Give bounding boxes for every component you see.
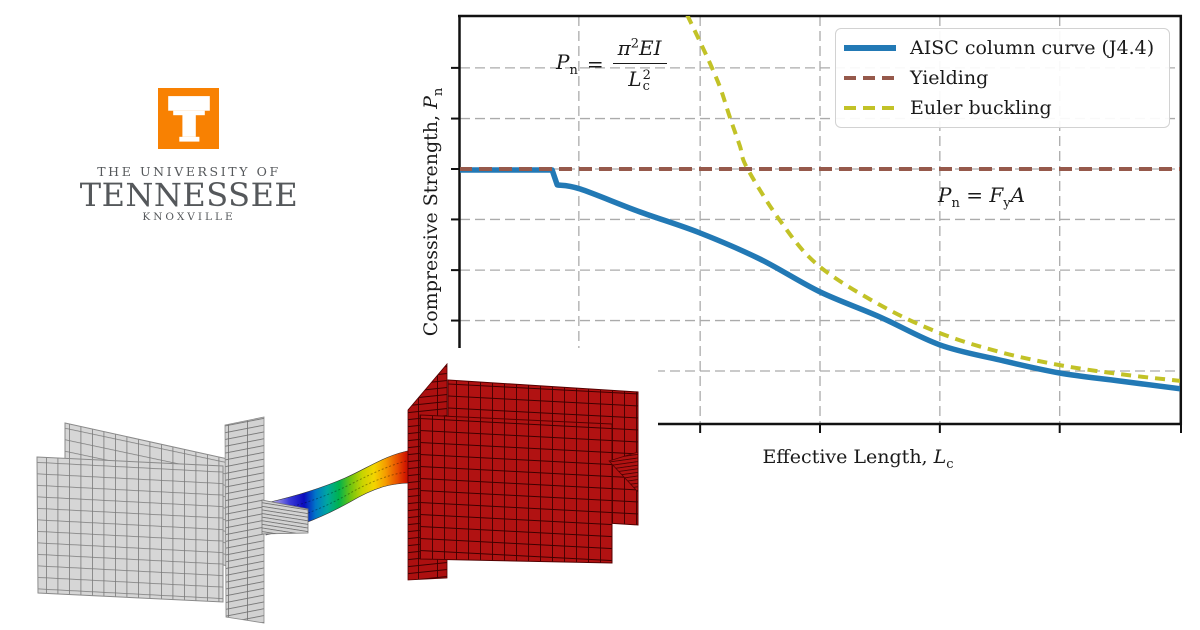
beam-mesh-line xyxy=(265,471,412,527)
red-front-flange-plate xyxy=(419,414,613,564)
legend-label: Yielding xyxy=(910,67,989,89)
x-axis-label: Effective Length, Lc xyxy=(762,446,954,472)
gray-beam-stub xyxy=(261,499,309,535)
red-beam-stub xyxy=(608,451,639,494)
chart-curves xyxy=(460,16,1180,392)
university-wordmark-line3: KNOXVILLE xyxy=(142,211,236,223)
legend: AISC column curve (J4.4) Yielding Euler … xyxy=(835,28,1170,128)
aisc-line-sample xyxy=(844,45,896,51)
legend-label: AISC column curve (J4.4) xyxy=(910,37,1155,59)
gray-web-plate xyxy=(224,416,265,624)
university-wordmark-line1: THE UNIVERSITY OF xyxy=(97,164,281,179)
y-axis-label: Compressive Strength, Pn xyxy=(420,87,446,337)
legend-label: Euler buckling xyxy=(910,97,1052,119)
yield-equation: Pn = FyA xyxy=(938,183,1026,211)
legend-item-aisc: AISC column curve (J4.4) xyxy=(836,33,1169,63)
power-t-icon xyxy=(158,88,219,149)
university-wordmark-line2: TENNESSEE xyxy=(79,176,299,214)
yielding-line-sample xyxy=(844,76,896,80)
legend-item-euler: Euler buckling xyxy=(836,93,1169,123)
fea-model-figure xyxy=(0,348,658,630)
gray-front-flange-plate xyxy=(36,456,224,603)
series-0 xyxy=(460,167,1180,392)
series-2 xyxy=(685,16,1180,383)
chart-ticks xyxy=(451,66,1182,433)
beam-mesh-line xyxy=(265,459,412,514)
euler-line-sample xyxy=(844,106,896,110)
legend-item-yielding: Yielding xyxy=(836,63,1169,93)
